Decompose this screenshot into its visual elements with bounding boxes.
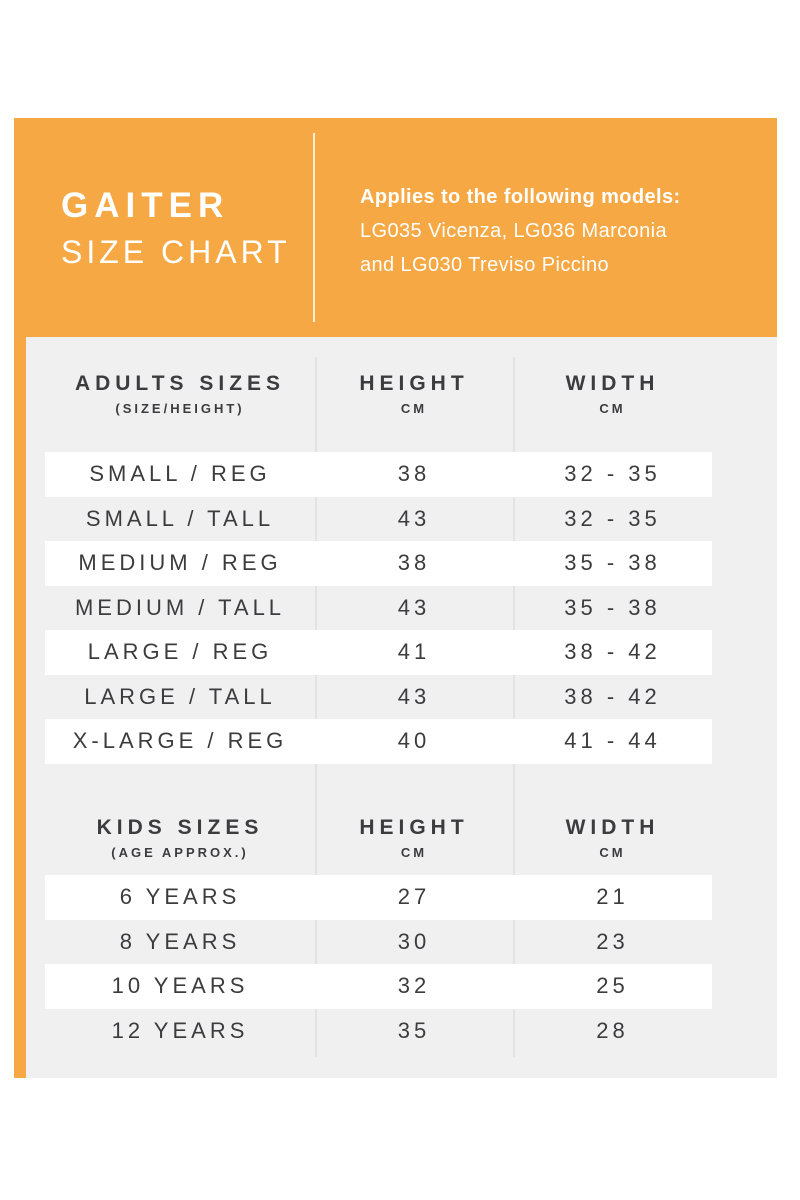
size-cell: 10 YEARS [111, 973, 249, 999]
size-cell: LARGE / REG [87, 639, 273, 665]
width-cell: 41 - 44 [564, 728, 661, 754]
size-cell: MEDIUM / REG [78, 550, 282, 576]
height-cell: 41 [397, 639, 431, 665]
size-chart-card: GAITER SIZE CHART Applies to the followi… [14, 118, 777, 1078]
width-cell: 35 - 38 [564, 594, 661, 620]
table-row: SMALL / REG 38 32 - 35 [45, 452, 712, 497]
kids-height-column-header: HEIGHT CM [315, 817, 513, 860]
size-cell: X-LARGE / REG [72, 728, 288, 754]
width-column-unit: CM [599, 845, 626, 860]
adults-table-title: ADULTS SIZES [74, 372, 286, 395]
kids-table-rows: 6 YEARS 27 21 8 YEARS 30 23 10 YEARS 32 … [45, 875, 712, 1053]
models-heading: Applies to the following models: [360, 186, 681, 208]
width-column-label: WIDTH [565, 816, 660, 839]
size-cell: SMALL / REG [89, 461, 271, 487]
table-row: MEDIUM / REG 38 35 - 38 [45, 541, 712, 586]
size-cell: 6 YEARS [119, 884, 241, 910]
kids-size-column-header: KIDS SIZES (AGE APPROX.) [45, 817, 315, 860]
width-cell: 23 [596, 928, 629, 954]
height-cell: 43 [397, 594, 431, 620]
size-tables-panel: ADULTS SIZES (SIZE/HEIGHT) HEIGHT CM WID… [26, 337, 777, 1078]
width-cell: 38 - 42 [564, 639, 661, 665]
title-block: GAITER SIZE CHART [61, 188, 291, 268]
width-cell: 28 [596, 1017, 629, 1043]
models-block: Applies to the following models: LG035 V… [360, 180, 681, 282]
table-row: X-LARGE / REG 40 41 - 44 [45, 719, 712, 764]
width-cell: 32 - 35 [564, 505, 661, 531]
chart-subtitle: SIZE CHART [61, 234, 291, 270]
size-cell: LARGE / TALL [84, 683, 276, 709]
size-cell: MEDIUM / TALL [74, 594, 286, 620]
height-column-unit: CM [400, 845, 428, 860]
adults-width-column-header: WIDTH CM [513, 373, 712, 416]
height-cell: 38 [397, 461, 431, 487]
kids-table-header: KIDS SIZES (AGE APPROX.) HEIGHT CM WIDTH… [45, 817, 712, 860]
width-cell: 21 [596, 884, 629, 910]
card-header: GAITER SIZE CHART Applies to the followi… [14, 118, 777, 337]
width-cell: 32 - 35 [564, 461, 661, 487]
adults-table-subtitle: (SIZE/HEIGHT) [115, 401, 245, 416]
height-cell: 43 [397, 683, 431, 709]
table-row: 12 YEARS 35 28 [45, 1009, 712, 1054]
width-cell: 35 - 38 [564, 550, 661, 576]
kids-width-column-header: WIDTH CM [513, 817, 712, 860]
table-row: 10 YEARS 32 25 [45, 964, 712, 1009]
height-column-unit: CM [400, 401, 428, 416]
table-row: 6 YEARS 27 21 [45, 875, 712, 920]
adults-height-column-header: HEIGHT CM [315, 373, 513, 416]
height-cell: 40 [397, 728, 431, 754]
width-cell: 38 - 42 [564, 683, 661, 709]
size-cell: 12 YEARS [111, 1017, 249, 1043]
models-line-1: LG035 Vicenza, LG036 Marconia [360, 220, 667, 242]
adults-size-column-header: ADULTS SIZES (SIZE/HEIGHT) [45, 373, 315, 416]
width-cell: 25 [596, 973, 629, 999]
width-column-unit: CM [599, 401, 626, 416]
height-cell: 38 [397, 550, 431, 576]
size-cell: SMALL / TALL [85, 505, 275, 531]
height-cell: 35 [397, 1017, 431, 1043]
height-cell: 43 [397, 505, 431, 531]
kids-table-subtitle: (AGE APPROX.) [111, 845, 249, 860]
header-divider [313, 133, 315, 322]
table-row: 8 YEARS 30 23 [45, 920, 712, 965]
adults-table-rows: SMALL / REG 38 32 - 35 SMALL / TALL 43 3… [45, 452, 712, 764]
size-cell: 8 YEARS [119, 928, 241, 954]
table-row: MEDIUM / TALL 43 35 - 38 [45, 586, 712, 631]
kids-table-title: KIDS SIZES [96, 816, 264, 839]
height-cell: 32 [397, 973, 431, 999]
table-row: LARGE / TALL 43 38 - 42 [45, 675, 712, 720]
column-divider-2 [513, 357, 515, 1057]
height-column-label: HEIGHT [359, 372, 469, 395]
table-row: SMALL / TALL 43 32 - 35 [45, 497, 712, 542]
height-cell: 27 [397, 884, 431, 910]
product-title: GAITER [61, 186, 230, 225]
models-line-2: and LG030 Treviso Piccino [360, 254, 610, 276]
adults-table-header: ADULTS SIZES (SIZE/HEIGHT) HEIGHT CM WID… [45, 373, 712, 416]
height-cell: 30 [397, 928, 431, 954]
width-column-label: WIDTH [565, 372, 660, 395]
table-row: LARGE / REG 41 38 - 42 [45, 630, 712, 675]
height-column-label: HEIGHT [359, 816, 469, 839]
column-divider-1 [315, 357, 317, 1057]
